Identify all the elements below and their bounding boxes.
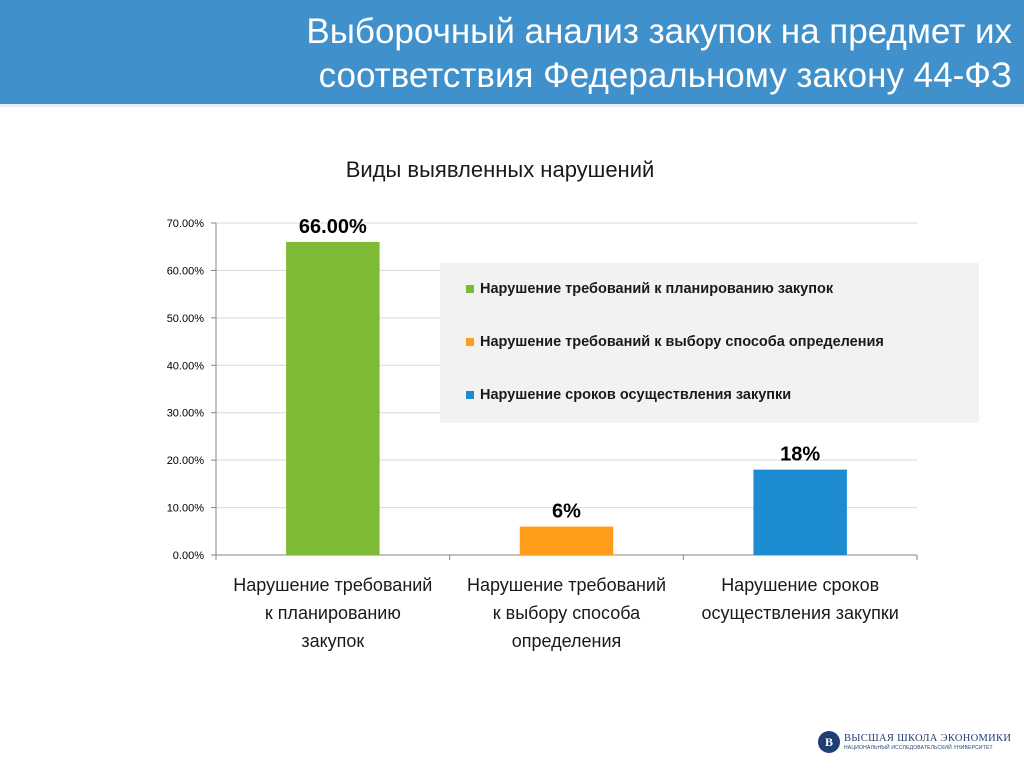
category-label: закупок bbox=[301, 631, 364, 651]
y-tick-label: 20.00% bbox=[167, 455, 205, 467]
hse-logo: В ВЫСШАЯ ШКОЛА ЭКОНОМИКИ НАЦИОНАЛЬНЫЙ ИС… bbox=[818, 731, 1011, 753]
legend-swatch bbox=[466, 285, 474, 293]
hse-logo-icon: В bbox=[818, 731, 840, 753]
y-tick-label: 0.00% bbox=[173, 550, 204, 562]
legend-swatch bbox=[466, 338, 474, 346]
y-tick-label: 30.00% bbox=[167, 408, 205, 420]
y-tick-label: 70.00% bbox=[167, 218, 205, 230]
legend-label: Нарушение требований к планированию заку… bbox=[480, 281, 834, 297]
bar bbox=[519, 526, 614, 555]
category-label: Нарушение требований bbox=[467, 575, 666, 595]
bar bbox=[286, 241, 380, 555]
category-label: к планированию bbox=[265, 603, 401, 623]
category-label: к выбору способа bbox=[493, 603, 641, 623]
logo-subtitle: НАЦИОНАЛЬНЫЙ ИССЛЕДОВАТЕЛЬСКИЙ УНИВЕРСИТ… bbox=[844, 744, 993, 751]
legend-item: Нарушение требований к планированию заку… bbox=[466, 281, 833, 297]
y-tick-label: 10.00% bbox=[167, 503, 205, 515]
chart-legend: Нарушение требований к планированию заку… bbox=[440, 263, 979, 423]
data-label: 18% bbox=[780, 444, 820, 466]
y-tick-label: 40.00% bbox=[167, 360, 205, 372]
slide-title: Выборочный анализ закупок на предмет их … bbox=[306, 12, 1012, 95]
y-tick-label: 50.00% bbox=[167, 313, 205, 325]
legend-item: Нарушение сроков осуществления закупки bbox=[466, 387, 791, 403]
data-label: 66.00% bbox=[299, 216, 367, 238]
header-divider bbox=[0, 104, 1024, 107]
legend-label: Нарушение требований к выбору способа оп… bbox=[480, 334, 884, 350]
header-bar: Выборочный анализ закупок на предмет их … bbox=[0, 0, 1024, 104]
legend-swatch bbox=[466, 391, 474, 399]
category-label: Нарушение сроков bbox=[721, 575, 879, 595]
data-label: 6% bbox=[552, 501, 581, 523]
y-tick-label: 60.00% bbox=[167, 265, 205, 277]
legend-item: Нарушение требований к выбору способа оп… bbox=[466, 334, 884, 350]
logo-name: ВЫСШАЯ ШКОЛА ЭКОНОМИКИ bbox=[844, 732, 1012, 744]
category-label: определения bbox=[512, 631, 622, 651]
category-label: Нарушение требований bbox=[233, 575, 432, 595]
chart-title: Виды выявленных нарушений bbox=[345, 157, 655, 182]
legend-label: Нарушение сроков осуществления закупки bbox=[480, 387, 792, 403]
bar bbox=[753, 469, 847, 555]
category-label: осуществления закупки bbox=[702, 603, 899, 623]
